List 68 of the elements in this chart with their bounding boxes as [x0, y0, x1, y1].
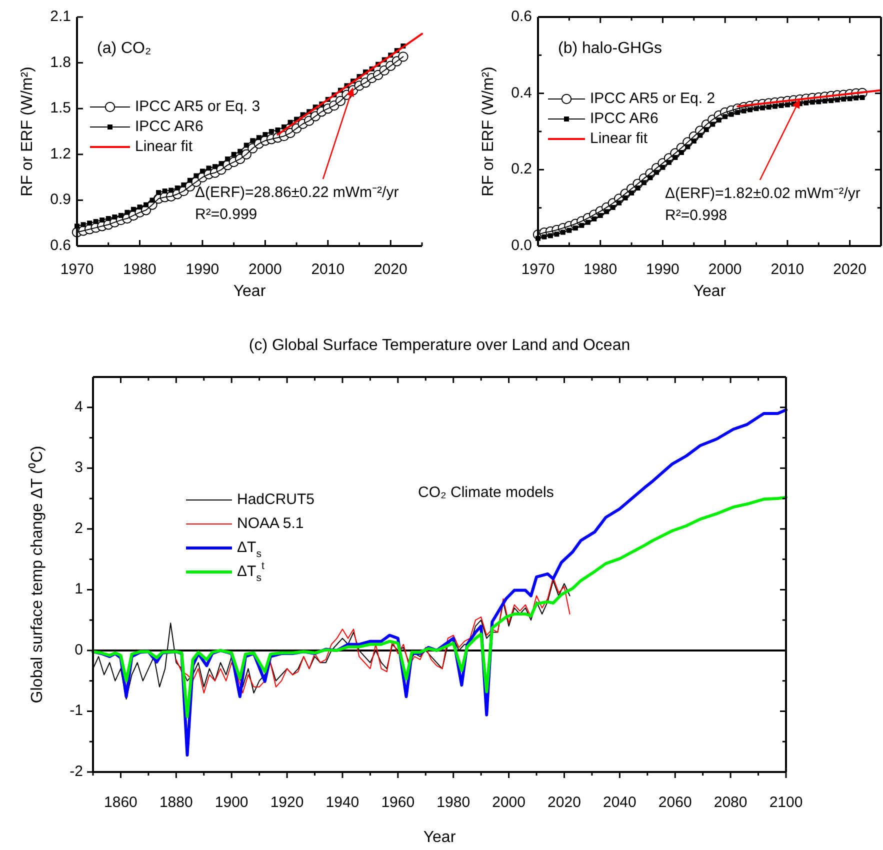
y-axis-title: Global surface temp change ΔT (⁰C) — [28, 446, 46, 704]
y-tick-label: 0.6 — [50, 236, 71, 254]
x-tick-label: 1900 — [214, 794, 248, 811]
x-axis-title: Year — [693, 283, 726, 300]
x-tick-label: 1980 — [123, 260, 156, 278]
x-tick-label: 1880 — [159, 794, 193, 811]
legend-label: IPCC AR6 — [135, 118, 204, 135]
x-tick-label: 1940 — [326, 794, 360, 811]
legend-label: IPCC AR6 — [590, 110, 658, 127]
y-tick-label: 1.2 — [50, 145, 71, 162]
y-tick-label: 0 — [74, 641, 83, 658]
text: (a) CO₂ — [97, 40, 152, 57]
annotation: Δ(ERF)=28.86±0.22 mWm⁻²/yr — [195, 184, 399, 201]
legend-label: Linear fit — [590, 130, 648, 147]
x-tick-label: 2010 — [311, 260, 345, 278]
x-tick-label: 2020 — [374, 260, 408, 278]
annotation: R²=0.999 — [195, 206, 258, 223]
y-tick-label: 0.0 — [511, 236, 532, 254]
y-tick-label: 3 — [74, 459, 83, 476]
x-tick-label: 2060 — [658, 794, 692, 811]
x-tick-label: 2080 — [714, 794, 748, 811]
legend-label: HadCRUT5 — [237, 490, 315, 508]
x-tick-label: 1990 — [186, 260, 220, 278]
point — [398, 52, 408, 62]
y-tick-label: 1.8 — [50, 54, 71, 71]
y-tick-label: -1 — [70, 702, 83, 720]
y-tick-label: 2.1 — [50, 8, 71, 25]
x-tick-label: 1860 — [104, 794, 138, 811]
y-tick-label: 2 — [74, 520, 83, 537]
chart-title: (c) Global Surface Temperature over Land and Ocean — [248, 337, 630, 354]
point — [860, 95, 865, 100]
y-axis-title: RF or ERF (W/m²) — [19, 66, 36, 196]
x-tick-label: 1970 — [60, 260, 94, 278]
x-tick-label: 1990 — [646, 260, 680, 278]
legend-label: Linear fit — [135, 138, 194, 155]
x-axis-title: Year — [233, 283, 266, 300]
y-tick-label: 0.4 — [511, 84, 532, 102]
x-tick-label: 2000 — [708, 260, 742, 278]
x-tick-label: 2010 — [770, 260, 804, 278]
x-tick-label: 1960 — [381, 794, 415, 811]
y-tick-label: 0.6 — [511, 8, 532, 25]
annotation: Δ(ERF)=1.82±0.02 mWm⁻²/yr — [665, 185, 860, 202]
x-tick-label: 1980 — [436, 794, 470, 811]
y-axis-title: RF or ERF (W/m²) — [480, 66, 498, 196]
x-tick-label: 2000 — [492, 794, 526, 811]
x-tick-label: 2020 — [833, 260, 867, 278]
y-tick-label: 0.9 — [50, 191, 71, 208]
legend-label: IPCC AR5 or Eq. 2 — [590, 90, 716, 107]
y-tick-label: 1 — [74, 580, 83, 598]
y-tick-label: 4 — [74, 398, 83, 416]
x-axis-title: Year — [423, 829, 456, 846]
x-tick-label: 1980 — [584, 260, 618, 278]
x-tick-label: 2040 — [602, 794, 636, 811]
x-tick-label: 1920 — [270, 794, 304, 811]
x-tick-label: 2000 — [248, 260, 282, 278]
annotation: CO₂ Climate models — [418, 484, 554, 501]
y-tick-label: 0.2 — [511, 160, 532, 178]
text: (b) halo-GHGs — [558, 40, 662, 57]
x-tick-label: 1970 — [521, 260, 555, 278]
legend-label: ΔT$_{s}$ — [237, 538, 262, 560]
x-tick-label: 2100 — [769, 794, 803, 811]
legend-label: NOAA 5.1 — [237, 514, 304, 532]
line-series — [176, 577, 570, 694]
x-tick-label: 2020 — [548, 794, 581, 811]
y-tick-label: -2 — [70, 762, 83, 780]
legend-label: IPCC AR5 or Eq. 3 — [135, 98, 260, 115]
annotation: R²=0.998 — [665, 207, 728, 224]
y-tick-label: 1.5 — [50, 100, 71, 117]
